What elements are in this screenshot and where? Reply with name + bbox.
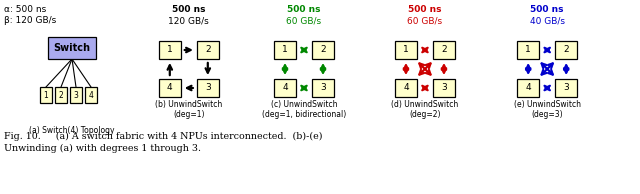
FancyBboxPatch shape [395, 41, 417, 59]
FancyBboxPatch shape [55, 87, 67, 103]
FancyBboxPatch shape [395, 79, 417, 97]
FancyBboxPatch shape [517, 79, 540, 97]
FancyBboxPatch shape [312, 79, 334, 97]
FancyBboxPatch shape [159, 41, 180, 59]
FancyBboxPatch shape [433, 79, 455, 97]
FancyBboxPatch shape [40, 87, 52, 103]
Text: Unwinding (a) with degrees 1 through 3.: Unwinding (a) with degrees 1 through 3. [4, 144, 201, 153]
Text: α: 500 ns: α: 500 ns [4, 5, 46, 14]
Text: 1: 1 [167, 46, 173, 55]
FancyBboxPatch shape [197, 41, 219, 59]
FancyBboxPatch shape [197, 79, 219, 97]
Text: 4: 4 [88, 90, 93, 100]
Text: 500 ns: 500 ns [531, 5, 564, 14]
FancyBboxPatch shape [517, 41, 540, 59]
FancyBboxPatch shape [48, 37, 96, 59]
Text: 3: 3 [441, 83, 447, 93]
FancyBboxPatch shape [85, 87, 97, 103]
FancyBboxPatch shape [433, 41, 455, 59]
Text: 60 GB/s: 60 GB/s [287, 16, 321, 25]
Text: Switch: Switch [54, 43, 90, 53]
Text: 3: 3 [205, 83, 211, 93]
Text: 2: 2 [441, 46, 447, 55]
Text: (d) UnwindSwitch: (d) UnwindSwitch [391, 100, 459, 109]
Text: (e) UnwindSwitch: (e) UnwindSwitch [514, 100, 580, 109]
Text: (b) UnwindSwitch: (b) UnwindSwitch [155, 100, 223, 109]
Text: 2: 2 [59, 90, 63, 100]
FancyBboxPatch shape [312, 41, 334, 59]
Text: 3: 3 [74, 90, 79, 100]
Text: 2: 2 [563, 46, 569, 55]
Text: (deg=2): (deg=2) [409, 110, 441, 119]
FancyBboxPatch shape [159, 79, 180, 97]
FancyBboxPatch shape [274, 41, 296, 59]
Text: 1: 1 [44, 90, 49, 100]
Text: 4: 4 [525, 83, 531, 93]
Text: 500 ns: 500 ns [408, 5, 442, 14]
Text: 3: 3 [563, 83, 569, 93]
Text: (deg=3): (deg=3) [531, 110, 563, 119]
Text: β: 120 GB/s: β: 120 GB/s [4, 16, 56, 25]
Text: (deg=1): (deg=1) [173, 110, 205, 119]
Text: 4: 4 [167, 83, 173, 93]
Text: 1: 1 [403, 46, 409, 55]
Text: 1: 1 [282, 46, 288, 55]
FancyBboxPatch shape [274, 79, 296, 97]
Text: 2: 2 [320, 46, 326, 55]
Text: (c) UnwindSwitch: (c) UnwindSwitch [271, 100, 337, 109]
FancyBboxPatch shape [556, 79, 577, 97]
FancyBboxPatch shape [70, 87, 82, 103]
Text: Fig. 10.     (a) A switch fabric with 4 NPUs interconnected.  (b)-(e): Fig. 10. (a) A switch fabric with 4 NPUs… [4, 132, 323, 141]
Text: (a) Switch(4) Topology: (a) Switch(4) Topology [29, 126, 115, 135]
Text: 4: 4 [403, 83, 409, 93]
Text: 4: 4 [282, 83, 288, 93]
Text: 120 GB/s: 120 GB/s [168, 16, 209, 25]
Text: 2: 2 [205, 46, 211, 55]
FancyBboxPatch shape [556, 41, 577, 59]
Text: 500 ns: 500 ns [287, 5, 321, 14]
Text: 40 GB/s: 40 GB/s [530, 16, 564, 25]
Text: 500 ns: 500 ns [172, 5, 205, 14]
Text: 1: 1 [525, 46, 531, 55]
Text: (deg=1, bidirectional): (deg=1, bidirectional) [262, 110, 346, 119]
Text: 3: 3 [320, 83, 326, 93]
Text: 60 GB/s: 60 GB/s [408, 16, 442, 25]
